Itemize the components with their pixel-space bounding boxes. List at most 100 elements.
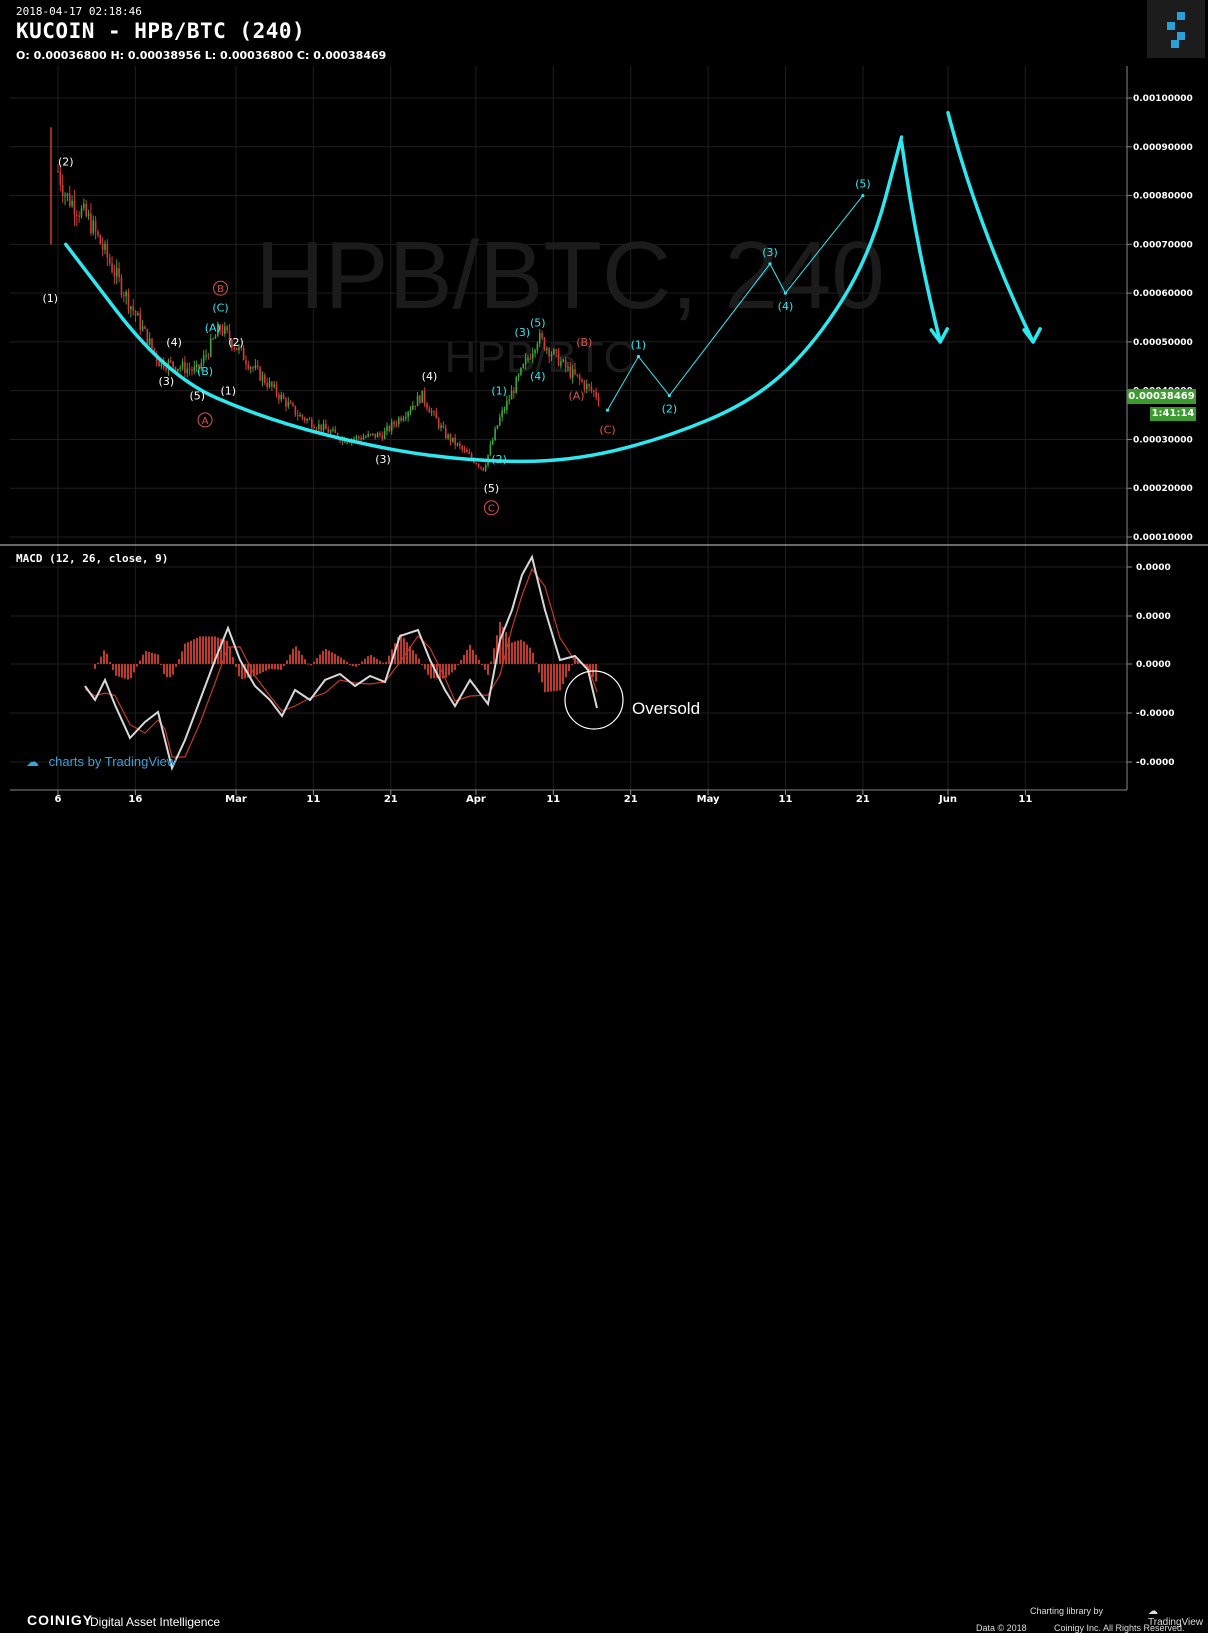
candle-body: [414, 405, 416, 407]
candle-body: [83, 203, 85, 209]
candle-body: [513, 390, 515, 394]
macd-histogram-bar: [511, 642, 513, 664]
macd-tick-label: -0.0000: [1136, 709, 1174, 719]
candle-body: [278, 394, 280, 400]
candle-body: [254, 365, 257, 369]
projection-label: (4): [778, 300, 794, 313]
candle-body: [118, 268, 120, 278]
macd-histogram-bar: [319, 654, 321, 664]
time-axis: 6 16 Mar 11 21 Apr 11 21 May 11 21 Jun 11: [55, 790, 1032, 805]
macd-histogram-bar: [403, 638, 405, 664]
wave-label-cyan: (A): [205, 321, 221, 334]
macd-histogram-bar: [460, 659, 462, 664]
macd-histogram-bar: [250, 664, 252, 677]
macd-histogram-bar: [223, 639, 225, 664]
projection-point: [783, 291, 788, 295]
macd-histogram-bar: [538, 664, 540, 673]
coinigy-tagline: Digital Asset Intelligence: [90, 1615, 221, 1629]
wave-label-white: (1): [220, 385, 236, 398]
macd-histogram-bar: [193, 639, 195, 664]
tradingview-link[interactable]: ☁ charts by TradingView: [26, 754, 177, 769]
candle-body: [548, 348, 550, 357]
macd-histogram-bar: [262, 664, 264, 673]
cup-curve: [63, 135, 904, 464]
candle-body: [214, 336, 217, 339]
macd-histogram-bar: [475, 654, 477, 664]
macd-histogram-bar: [520, 639, 522, 664]
macd-histogram-bar: [94, 664, 96, 669]
macd-histogram-bar: [208, 636, 210, 664]
time-tick-label: 21: [624, 794, 638, 805]
macd-histogram-bar: [592, 664, 594, 677]
circled-label: A: [202, 416, 209, 427]
candle-body: [191, 369, 193, 371]
candle-body: [581, 379, 583, 382]
projection-point: [768, 262, 772, 266]
cloud-icon: ☁: [26, 754, 39, 769]
candle-body: [595, 392, 597, 398]
candle-body: [569, 366, 572, 378]
macd-histogram-bar: [136, 664, 138, 667]
candle-body: [452, 437, 454, 442]
macd-histogram-bar: [268, 664, 270, 670]
candle-body: [160, 360, 163, 367]
candle-body: [564, 359, 567, 368]
oversold-circle: [564, 670, 624, 730]
candle-body: [78, 215, 80, 217]
macd-histogram-bar: [238, 664, 240, 677]
watermark: HPB/BTC, 240 HPB/BTC: [255, 222, 885, 382]
macd-histogram-bar: [535, 662, 537, 664]
macd-histogram-bar: [358, 664, 360, 665]
macd-histogram-bar: [148, 651, 150, 664]
macd-histogram-bar: [274, 664, 276, 670]
candle-body: [524, 358, 527, 365]
time-tick-label: 6: [55, 794, 62, 805]
candle-body: [365, 436, 367, 438]
macd-histogram-bar: [259, 664, 261, 674]
candle-body: [355, 436, 358, 439]
macd-histogram-bar: [307, 663, 309, 665]
candle-body: [144, 326, 146, 329]
macd-histogram-bar: [118, 664, 120, 677]
macd-histogram-bar: [349, 664, 351, 665]
watermark-main: HPB/BTC, 240: [255, 222, 885, 329]
candle-body: [179, 367, 181, 369]
candle-body: [292, 403, 294, 406]
candle-body: [296, 415, 299, 417]
macd-histogram-bar: [451, 664, 453, 673]
candle-body: [426, 403, 428, 409]
macd-histogram-bar: [466, 649, 468, 664]
coinigy-wordmark: COINIGY: [27, 1612, 94, 1628]
candle-body: [470, 453, 473, 459]
candle-body: [367, 433, 369, 437]
price-tick-label: 0.00080000: [1133, 192, 1193, 202]
macd-histogram-bar: [304, 659, 306, 664]
candle-body: [306, 419, 308, 421]
candle-body: [94, 220, 97, 232]
candle-body: [388, 426, 391, 431]
macd-histogram-bar: [232, 657, 234, 664]
time-tick-label: 11: [779, 794, 793, 805]
candle-body: [327, 429, 330, 433]
candle-body: [412, 405, 414, 410]
macd-histogram-bar: [472, 649, 474, 664]
macd-histogram-bar: [463, 654, 465, 664]
macd-histogram-bar: [568, 664, 570, 671]
candle-body: [383, 431, 386, 440]
macd-histogram-bar: [382, 662, 384, 664]
candle-body: [184, 362, 186, 373]
macd-histogram-bar: [523, 641, 525, 664]
candle-body: [482, 467, 485, 471]
macd-histogram-bar: [553, 664, 555, 692]
candle-body: [353, 438, 355, 440]
circled-label-ring: [483, 500, 499, 516]
macd-histogram-bar: [385, 661, 387, 664]
candle-body: [477, 464, 480, 467]
candle-body: [289, 402, 292, 404]
macd-histogram-bar: [337, 655, 339, 664]
macd-panel: [84, 554, 598, 771]
candle-body: [120, 277, 123, 296]
candle-body: [219, 325, 221, 330]
macd-histogram-bar: [160, 664, 162, 665]
macd-tick-label: 0.0000: [1136, 563, 1171, 573]
